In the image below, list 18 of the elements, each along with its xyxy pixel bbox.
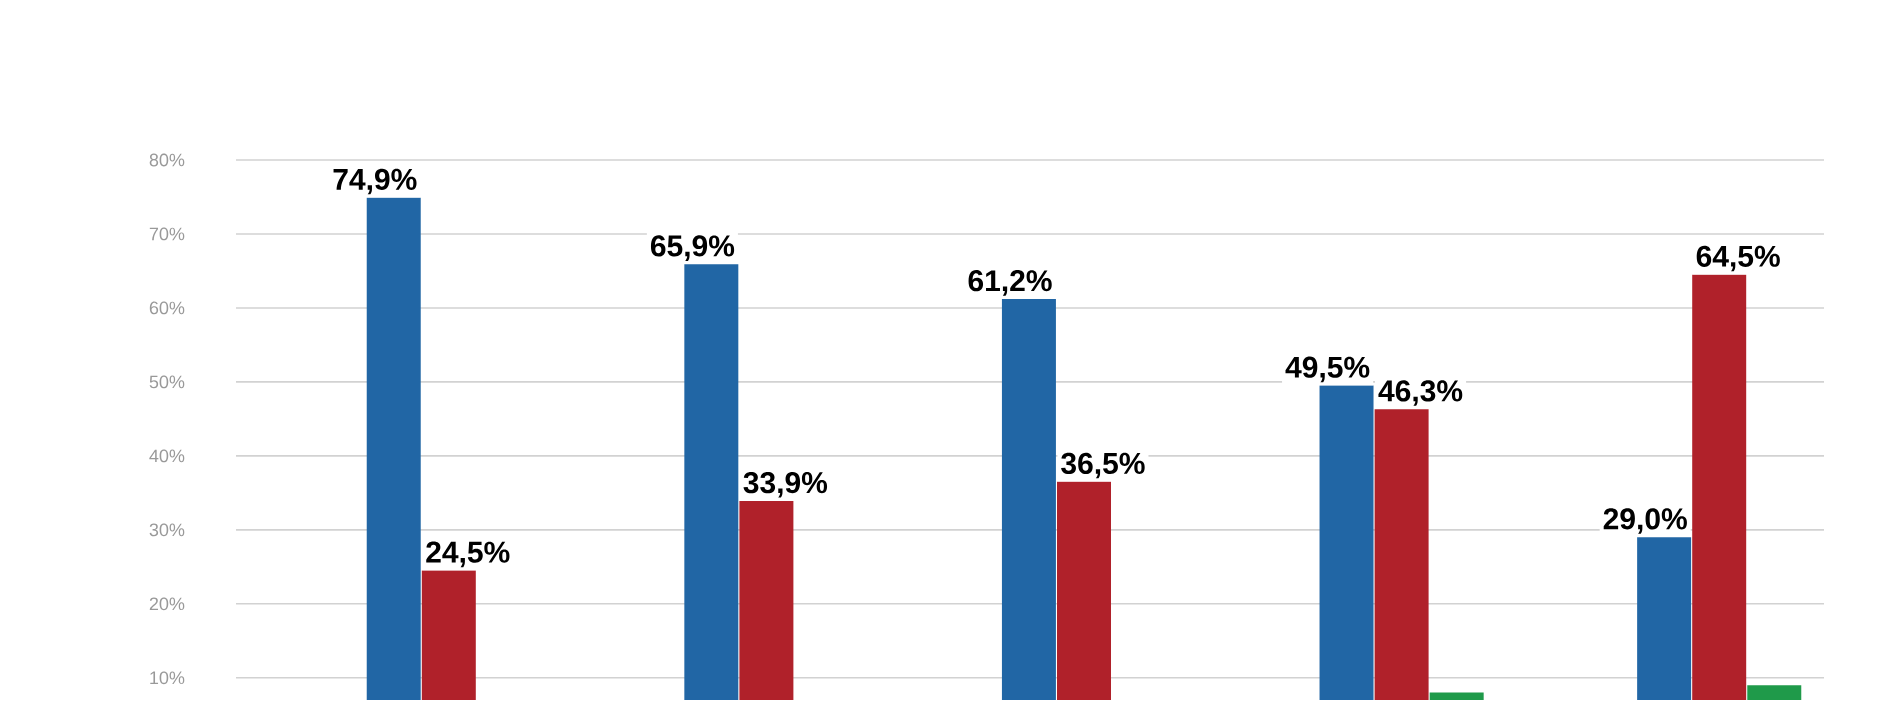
data-label: 65,9%	[650, 235, 735, 262]
data-label: 74,9%	[333, 168, 417, 195]
data-label: 33,9%	[743, 472, 828, 498]
data-label: 29,0%	[1603, 508, 1687, 534]
y-tick-label: 40%	[149, 449, 185, 463]
data-label: 36,5%	[1061, 452, 1145, 479]
data-label: 61,2%	[968, 270, 1052, 296]
y-tick-label: 50%	[149, 375, 185, 389]
y-tick-label: 60%	[149, 301, 185, 315]
y-tick-label: 70%	[149, 227, 185, 241]
y-tick-label: 30%	[149, 523, 185, 537]
y-tick-label: 10%	[150, 671, 185, 685]
data-label: 49,5%	[1285, 356, 1370, 383]
data-label: 46,3%	[1378, 380, 1463, 407]
data-label: 24,5%	[426, 541, 510, 568]
y-tick-label: 80%	[149, 153, 185, 167]
y-tick-label: 20%	[149, 597, 185, 611]
data-label: 64,5%	[1696, 245, 1780, 272]
